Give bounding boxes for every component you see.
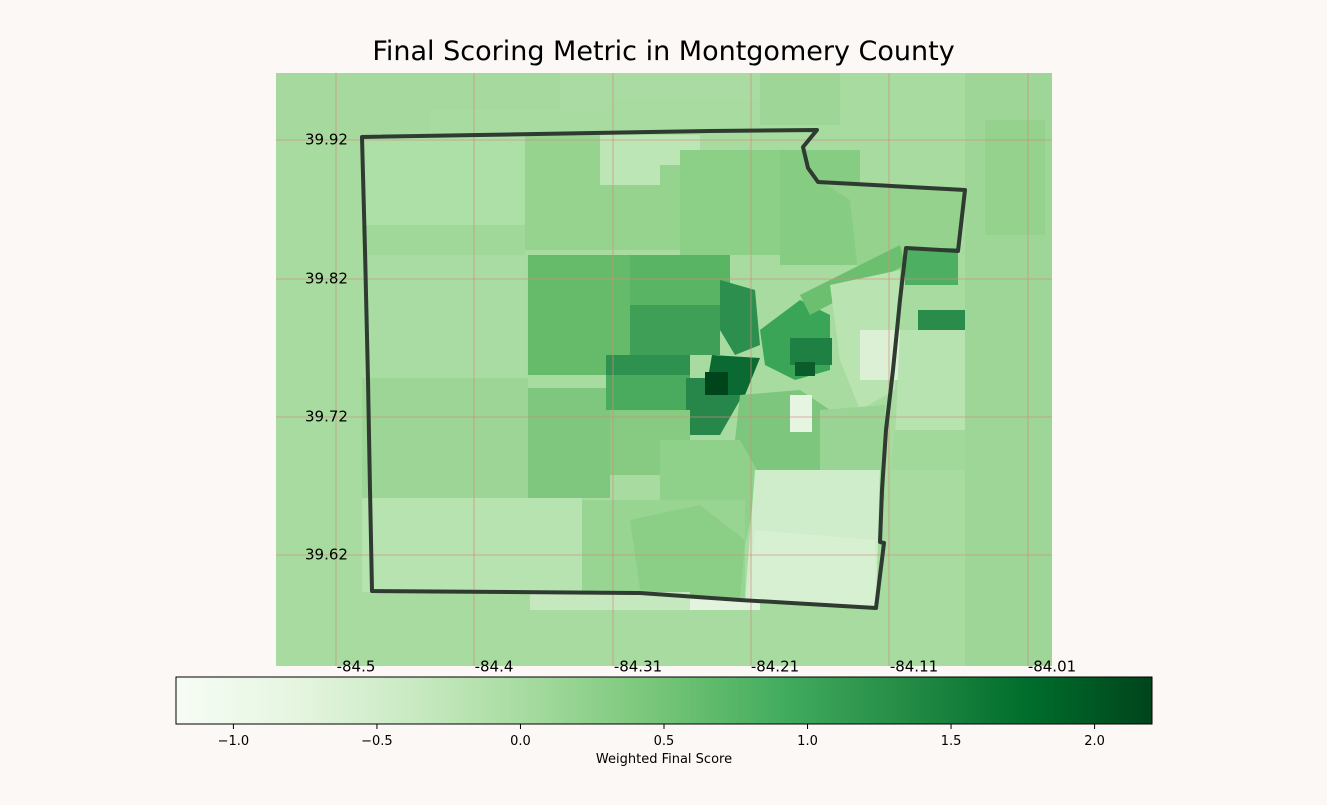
tract bbox=[560, 73, 760, 110]
colorbar-tick-label: 0.0 bbox=[510, 734, 531, 749]
tract bbox=[890, 430, 965, 470]
lon-tick-label: -84.01 bbox=[1028, 658, 1076, 676]
lon-tick-label: -84.31 bbox=[614, 658, 662, 676]
map-area bbox=[276, 73, 1052, 666]
tract bbox=[528, 255, 630, 375]
tract bbox=[795, 362, 815, 376]
county-boundary bbox=[360, 128, 967, 610]
tract bbox=[630, 305, 720, 355]
map-title: Final Scoring Metric in Montgomery Count… bbox=[372, 36, 955, 67]
lon-tick-label: -84.4 bbox=[475, 658, 514, 676]
tract bbox=[600, 135, 700, 185]
tract bbox=[680, 150, 780, 255]
tract bbox=[630, 255, 730, 310]
colorbar-gradient bbox=[175, 676, 1153, 725]
tract bbox=[790, 338, 832, 365]
colorbar-tick-label: 1.5 bbox=[941, 734, 962, 749]
lat-tick-label: 39.62 bbox=[305, 546, 348, 564]
lat-tick-labels: 39.92 39.82 39.72 39.62 bbox=[305, 131, 348, 564]
tract bbox=[528, 388, 610, 498]
tract bbox=[790, 395, 812, 432]
colorbar-tick-label: 1.0 bbox=[797, 734, 818, 749]
colorbar-tick-label: −0.5 bbox=[361, 734, 393, 749]
tract bbox=[760, 73, 840, 125]
tract bbox=[818, 180, 965, 300]
lon-tick-label: -84.21 bbox=[751, 658, 799, 676]
tract bbox=[748, 530, 876, 608]
colorbar-label: Weighted Final Score bbox=[595, 752, 733, 767]
tract bbox=[362, 255, 525, 378]
lat-tick-label: 39.72 bbox=[305, 408, 348, 426]
tract bbox=[720, 280, 760, 355]
tract bbox=[780, 150, 860, 265]
lon-tick-label: -84.5 bbox=[337, 658, 376, 676]
lat-tick-label: 39.82 bbox=[305, 270, 348, 288]
tract bbox=[606, 375, 690, 410]
tract bbox=[362, 225, 525, 255]
tract bbox=[362, 498, 582, 592]
colorbar: −1.0 −0.5 0.0 0.5 1.0 1.5 2.0 bbox=[175, 676, 1153, 749]
colorbar-ticks: −1.0 −0.5 0.0 0.5 1.0 1.5 2.0 bbox=[218, 724, 1105, 749]
tract bbox=[276, 73, 560, 140]
tract bbox=[362, 137, 525, 225]
tract bbox=[905, 248, 958, 285]
colorbar-tick-label: −1.0 bbox=[218, 734, 250, 749]
tract-polygons bbox=[276, 73, 1052, 666]
tract bbox=[800, 245, 905, 315]
colorbar-tick-label: 2.0 bbox=[1084, 734, 1105, 749]
tract bbox=[530, 592, 690, 610]
tract bbox=[630, 505, 745, 600]
lon-tick-labels: -84.5 -84.4 -84.31 -84.21 -84.11 -84.01 bbox=[337, 658, 1077, 676]
tract bbox=[895, 330, 965, 440]
colorbar-tick-label: 0.5 bbox=[654, 734, 675, 749]
tract bbox=[860, 330, 900, 380]
lat-tick-label: 39.92 bbox=[305, 131, 348, 149]
lon-tick-label: -84.11 bbox=[890, 658, 938, 676]
tract bbox=[985, 120, 1045, 235]
tract bbox=[606, 355, 690, 375]
tract bbox=[918, 310, 965, 330]
tract bbox=[362, 378, 528, 498]
gridlines bbox=[276, 73, 1052, 666]
tract bbox=[705, 372, 728, 395]
